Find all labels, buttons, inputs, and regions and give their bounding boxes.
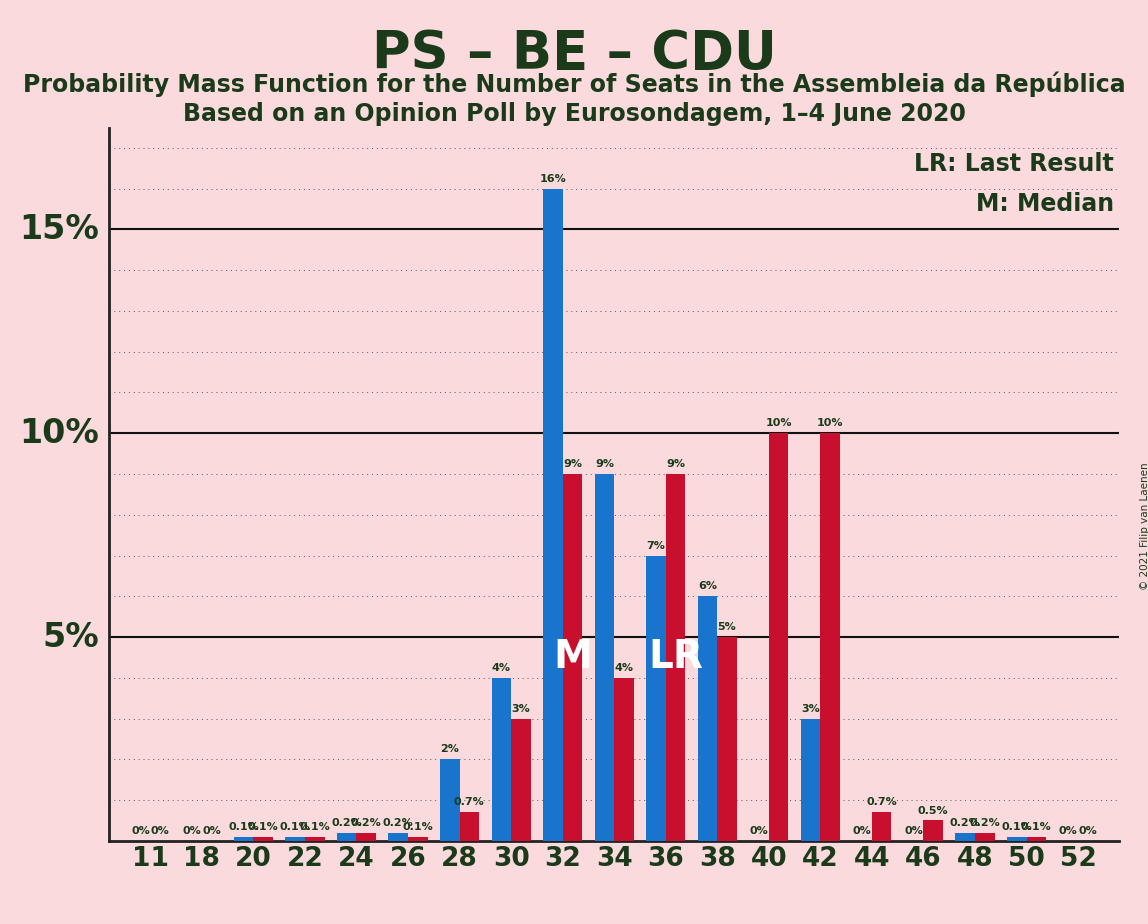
Bar: [871, 812, 892, 841]
Text: 0.1%: 0.1%: [300, 821, 331, 832]
Text: LR: LR: [649, 638, 703, 676]
Bar: [646, 555, 666, 841]
Text: © 2021 Filip van Laenen: © 2021 Filip van Laenen: [1140, 462, 1148, 590]
Bar: [286, 837, 305, 841]
Text: 10%: 10%: [20, 417, 99, 450]
Bar: [254, 837, 273, 841]
Bar: [357, 833, 377, 841]
Text: 0%: 0%: [131, 826, 150, 836]
Text: 7%: 7%: [646, 541, 666, 551]
Bar: [821, 433, 840, 841]
Bar: [563, 474, 582, 841]
Text: 6%: 6%: [698, 581, 718, 591]
Text: 0.1%: 0.1%: [403, 821, 433, 832]
Text: 0.2%: 0.2%: [949, 818, 980, 828]
Bar: [459, 812, 479, 841]
Text: 15%: 15%: [20, 213, 99, 246]
Text: 0.7%: 0.7%: [867, 797, 897, 808]
Text: M: M: [553, 638, 592, 676]
Text: 0%: 0%: [202, 826, 222, 836]
Text: 0%: 0%: [183, 826, 201, 836]
Bar: [408, 837, 427, 841]
Text: 9%: 9%: [595, 459, 614, 469]
Bar: [975, 833, 994, 841]
Bar: [801, 719, 821, 841]
Text: 0%: 0%: [150, 826, 170, 836]
Bar: [234, 837, 254, 841]
Text: 0.1%: 0.1%: [1021, 821, 1052, 832]
Bar: [1026, 837, 1046, 841]
Bar: [955, 833, 975, 841]
Text: 0%: 0%: [905, 826, 923, 836]
Bar: [718, 637, 737, 841]
Bar: [698, 596, 718, 841]
Bar: [614, 678, 634, 841]
Text: 0.2%: 0.2%: [382, 818, 413, 828]
Text: 5%: 5%: [718, 622, 736, 632]
Text: 9%: 9%: [563, 459, 582, 469]
Text: 0.5%: 0.5%: [918, 806, 948, 816]
Bar: [388, 833, 408, 841]
Text: 4%: 4%: [491, 663, 511, 673]
Text: 3%: 3%: [801, 704, 820, 713]
Text: 3%: 3%: [512, 704, 530, 713]
Text: Based on an Opinion Poll by Eurosondagem, 1–4 June 2020: Based on an Opinion Poll by Eurosondagem…: [183, 102, 965, 126]
Text: 10%: 10%: [766, 419, 792, 429]
Text: 0%: 0%: [1078, 826, 1097, 836]
Text: 9%: 9%: [666, 459, 685, 469]
Bar: [305, 837, 325, 841]
Text: 0.1%: 0.1%: [280, 821, 310, 832]
Text: 0.2%: 0.2%: [969, 818, 1000, 828]
Text: 0.7%: 0.7%: [453, 797, 484, 808]
Text: LR: Last Result: LR: Last Result: [915, 152, 1115, 176]
Text: 0%: 0%: [1058, 826, 1078, 836]
Text: 0.1%: 0.1%: [248, 821, 279, 832]
Text: 10%: 10%: [817, 419, 844, 429]
Bar: [666, 474, 685, 841]
Text: M: Median: M: Median: [976, 191, 1115, 215]
Bar: [491, 678, 511, 841]
Text: PS – BE – CDU: PS – BE – CDU: [372, 28, 776, 79]
Text: 0.1%: 0.1%: [228, 821, 259, 832]
Bar: [440, 760, 459, 841]
Text: 0.2%: 0.2%: [351, 818, 381, 828]
Text: 0%: 0%: [750, 826, 768, 836]
Text: 0.1%: 0.1%: [1001, 821, 1032, 832]
Bar: [923, 821, 943, 841]
Text: 5%: 5%: [42, 621, 99, 653]
Bar: [336, 833, 357, 841]
Text: 0.2%: 0.2%: [332, 818, 362, 828]
Text: 0%: 0%: [853, 826, 871, 836]
Text: 2%: 2%: [441, 745, 459, 754]
Bar: [595, 474, 614, 841]
Text: Probability Mass Function for the Number of Seats in the Assembleia da República: Probability Mass Function for the Number…: [23, 71, 1125, 97]
Bar: [511, 719, 530, 841]
Bar: [543, 188, 563, 841]
Text: 16%: 16%: [540, 174, 566, 184]
Bar: [1007, 837, 1026, 841]
Bar: [769, 433, 789, 841]
Text: 4%: 4%: [614, 663, 634, 673]
